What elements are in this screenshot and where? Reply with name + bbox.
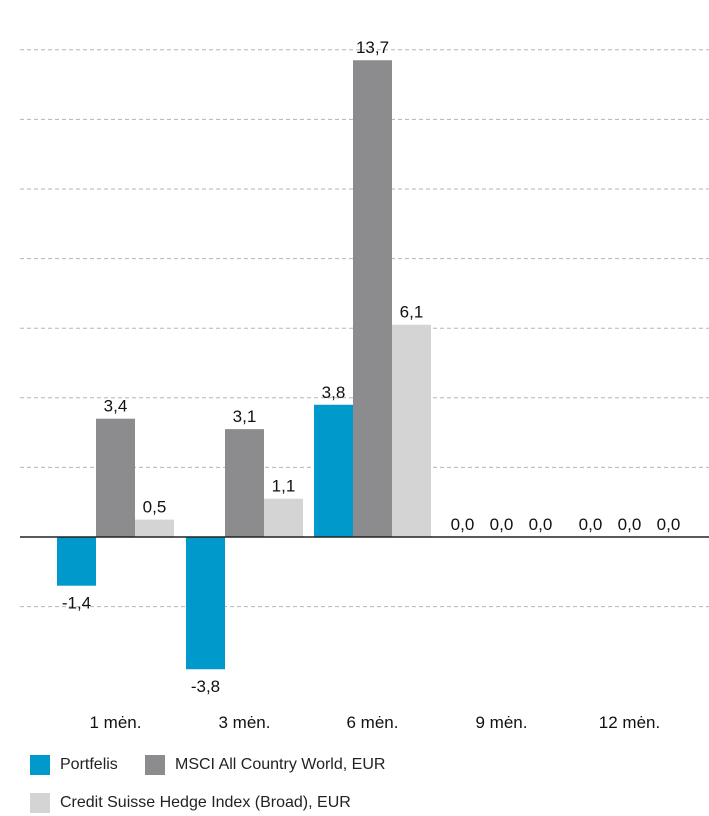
data-label: 3,1: [233, 407, 257, 426]
x-tick-label: 3 mėn.: [219, 713, 271, 732]
bar: [392, 324, 431, 537]
bar-chart: -1,4 3,4 0,5 -3,8 3,1 1,1 3,8 13,7 6,1 0,0 0,0 0,0 0…: [20, 38, 709, 732]
bars: [57, 60, 688, 670]
data-label: 3,4: [104, 397, 128, 416]
x-tick-label: 6 mėn.: [347, 713, 399, 732]
bar: [135, 519, 174, 537]
data-label: 6,1: [400, 303, 424, 322]
legend-item-msci: MSCI All Country World, EUR: [145, 755, 385, 775]
x-tick-labels: 1 mėn. 3 mėn. 6 mėn. 9 mėn. 12 mėn.: [90, 713, 661, 732]
legend-label-credit-suisse: Credit Suisse Hedge Index (Broad), EUR: [60, 794, 351, 811]
legend-label-portfelis: Portfelis: [60, 756, 118, 773]
data-label: -1,4: [62, 594, 91, 613]
x-tick-label: 1 mėn.: [90, 713, 142, 732]
bar: [186, 537, 225, 670]
x-tick-label: 9 mėn.: [476, 713, 528, 732]
data-label: 0,0: [618, 515, 642, 534]
bar: [225, 429, 264, 537]
data-label: 13,7: [356, 38, 389, 57]
bar: [96, 418, 135, 537]
data-label: 1,1: [272, 477, 296, 496]
data-label: 0,0: [579, 515, 603, 534]
value-labels: -1,4 3,4 0,5 -3,8 3,1 1,1 3,8 13,7 6,1 0,0 0,0 0,0 0…: [62, 38, 680, 696]
bar: [353, 60, 392, 538]
data-label: 0,5: [143, 498, 167, 517]
data-label: 3,8: [322, 383, 346, 402]
bar: [314, 404, 353, 537]
bar: [57, 537, 96, 586]
data-label: 0,0: [529, 515, 553, 534]
legend-swatch-credit-suisse: [30, 793, 50, 813]
legend-item-credit-suisse: Credit Suisse Hedge Index (Broad), EUR: [30, 793, 351, 813]
legend-item-portfelis: Portfelis: [30, 755, 118, 775]
legend-label-msci: MSCI All Country World, EUR: [175, 756, 386, 773]
legend-swatch-msci: [145, 755, 165, 775]
legend-swatch-portfelis: [30, 755, 50, 775]
data-label: 0,0: [657, 515, 681, 534]
data-label: 0,0: [451, 515, 475, 534]
data-label: 0,0: [490, 515, 514, 534]
x-tick-label: 12 mėn.: [599, 713, 660, 732]
data-label: -3,8: [191, 677, 220, 696]
bar: [264, 498, 303, 537]
